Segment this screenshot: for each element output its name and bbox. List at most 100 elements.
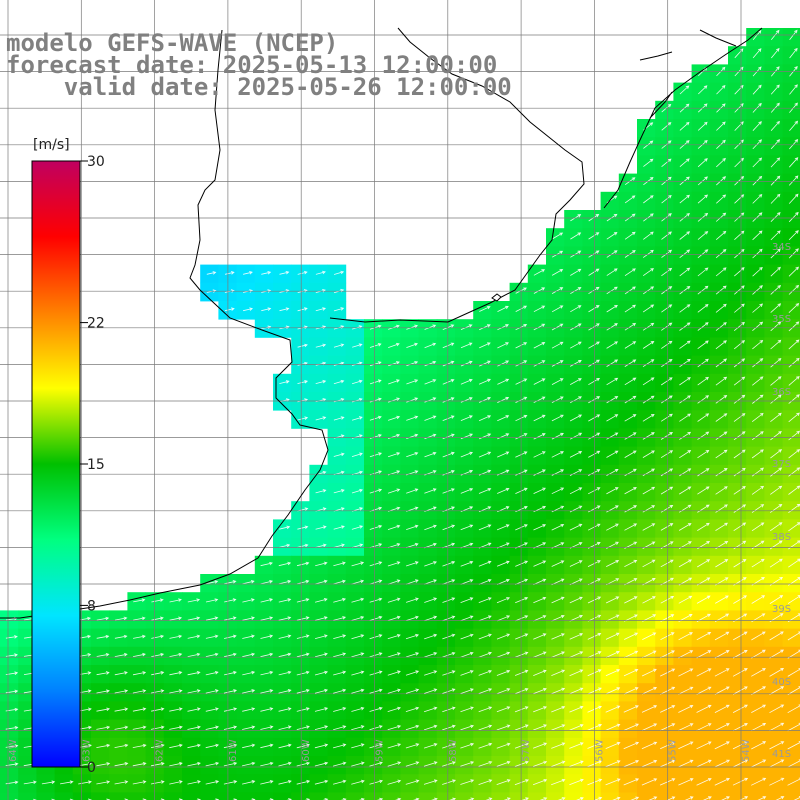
wind-arrow xyxy=(642,650,657,659)
wind-arrow xyxy=(606,560,620,567)
wind-arrow xyxy=(314,688,329,694)
latitude-label: 36S xyxy=(772,387,791,398)
wind-arrow xyxy=(478,597,492,603)
wind-arrow xyxy=(532,760,548,767)
wind-arrow xyxy=(697,522,710,531)
wind-arrow xyxy=(387,688,401,694)
wind-arrow xyxy=(697,249,709,259)
wind-arrow xyxy=(406,488,419,494)
wind-arrow xyxy=(460,433,473,440)
wind-arrow xyxy=(642,377,655,386)
wind-arrow xyxy=(551,615,565,622)
wind-arrow xyxy=(715,522,728,531)
wind-arrow xyxy=(624,487,637,495)
wind-arrow xyxy=(605,614,620,622)
wind-arrow xyxy=(679,176,690,186)
wind-arrow xyxy=(606,268,618,276)
wind-arrow xyxy=(460,451,473,458)
wind-arrow xyxy=(660,650,675,659)
wind-arrow xyxy=(260,616,274,621)
wind-cell xyxy=(364,792,383,800)
wind-arrow xyxy=(696,778,712,786)
wind-arrow xyxy=(678,741,694,750)
wind-arrow xyxy=(297,270,308,275)
wind-arrow xyxy=(642,468,656,477)
wind-arrow xyxy=(351,398,363,403)
wind-arrow xyxy=(479,306,491,312)
wind-arrow xyxy=(788,558,800,568)
wind-arrow xyxy=(78,634,92,639)
wind-arrow xyxy=(715,559,729,568)
wind-arrow xyxy=(606,286,618,295)
wind-arrow xyxy=(96,780,111,785)
wind-arrow xyxy=(150,762,165,767)
wind-arrow xyxy=(224,598,237,603)
wind-arrow xyxy=(369,725,383,731)
wind-arrow xyxy=(114,652,128,657)
wind-arrow xyxy=(569,451,583,458)
wind-arrow xyxy=(279,270,290,275)
wind-arrow xyxy=(788,522,800,532)
wind-arrow xyxy=(242,670,256,676)
wind-arrow xyxy=(642,559,656,568)
wind-arrow xyxy=(315,343,327,348)
wind-arrow xyxy=(623,668,639,677)
wind-arrow xyxy=(732,650,748,659)
wind-arrow xyxy=(605,632,620,640)
wind-arrow xyxy=(551,396,564,404)
wind-arrow xyxy=(678,595,693,604)
wind-arrow xyxy=(660,432,674,440)
wind-arrow xyxy=(395,797,402,800)
wind-arrow xyxy=(314,670,329,676)
wind-arrow xyxy=(260,761,274,767)
wind-arrow xyxy=(423,706,438,713)
wind-arrow xyxy=(679,231,691,240)
wind-arrow xyxy=(205,652,219,657)
wind-arrow xyxy=(751,741,767,750)
wind-arrow xyxy=(624,250,636,258)
wind-arrow xyxy=(715,376,728,386)
wind-arrow xyxy=(642,322,655,331)
wind-arrow xyxy=(678,559,692,568)
wind-arrow xyxy=(679,340,691,349)
wind-arrow xyxy=(133,634,146,639)
wind-arrow xyxy=(715,285,727,295)
wind-arrow xyxy=(770,339,782,350)
wind-arrow xyxy=(23,780,37,785)
wind-arrow xyxy=(497,487,510,494)
wind-arrow xyxy=(423,743,438,749)
wind-arrow xyxy=(413,797,420,800)
wind-arrow xyxy=(551,760,566,767)
wind-arrow xyxy=(60,780,74,785)
wind-cell xyxy=(582,792,601,800)
wind-arrow xyxy=(533,396,546,404)
wind-arrow xyxy=(551,633,565,640)
latitude-label: 41S xyxy=(772,749,791,760)
wind-arrow xyxy=(187,616,201,621)
wind-arrow xyxy=(752,157,763,168)
wind-arrow xyxy=(424,360,437,367)
wind-arrow xyxy=(532,779,548,786)
wind-arrow xyxy=(752,266,763,277)
wind-arrow xyxy=(679,322,691,331)
wind-arrow xyxy=(278,561,292,567)
wind-arrow xyxy=(169,780,183,785)
wind-arrow xyxy=(570,250,582,258)
wind-cell xyxy=(0,792,19,800)
wind-arrow xyxy=(588,450,601,458)
wind-arrow xyxy=(642,341,655,349)
wind-arrow xyxy=(678,686,694,695)
forecast-date: forecast date: 2025-05-13 12:00:00 xyxy=(6,51,498,79)
wind-cell xyxy=(182,792,201,800)
wind-arrow xyxy=(333,616,347,621)
wind-cell xyxy=(127,792,146,800)
latitude-labels: 34S 35S 36S 37S 38S 39S 40S 41S xyxy=(772,242,791,760)
wind-arrow xyxy=(332,743,347,749)
wind-arrow xyxy=(442,397,455,403)
wind-arrow xyxy=(570,341,582,349)
wind-arrow xyxy=(533,706,547,713)
wind-arrow xyxy=(169,707,183,712)
wind-arrow xyxy=(624,450,637,458)
wind-cell xyxy=(527,792,547,800)
wind-arrow xyxy=(315,489,327,494)
